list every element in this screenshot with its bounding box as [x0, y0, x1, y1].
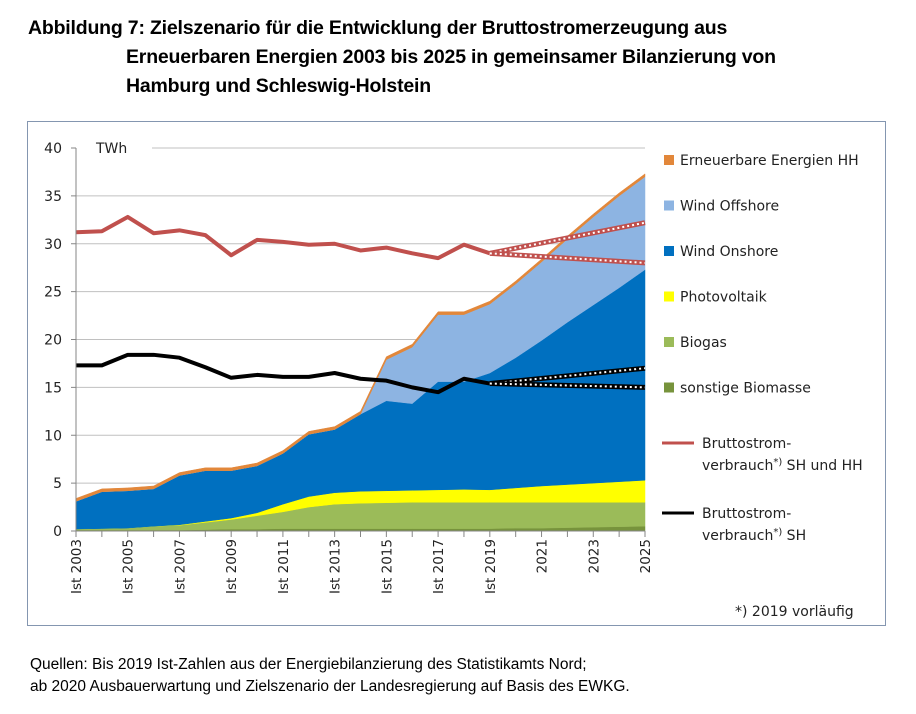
x-tick-label: Ist 2007	[172, 539, 188, 594]
footnote: *) 2019 vorläufig	[735, 604, 854, 620]
legend-label: sonstige Biomasse	[680, 381, 811, 397]
line-consumption-sh	[76, 352, 491, 395]
source-note: Quellen: Bis 2019 Ist-Zahlen aus der Ene…	[30, 654, 630, 698]
projection-dash-consumption-sh-hh-upper	[489, 221, 646, 255]
y-unit-label: TWh	[95, 141, 127, 157]
legend-line-label-2: verbrauch*) SH und HH	[702, 457, 863, 474]
y-tick-label: 20	[44, 333, 62, 349]
legend-swatch	[664, 382, 674, 393]
legend-label: Wind Onshore	[680, 244, 778, 260]
x-tick-label: Ist 2011	[276, 539, 292, 594]
projection-dash-consumption-sh-lower	[489, 382, 646, 389]
y-tick-label: 15	[44, 380, 62, 396]
x-tick-label: Ist 2019	[483, 539, 499, 594]
legend-line-label-1: Bruttostrom-	[702, 436, 791, 452]
source-line-2: ab 2020 Ausbauerwartung und Zielszenario…	[30, 678, 630, 695]
consumption-lines	[75, 214, 646, 395]
title-line-2: Erneuerbaren Energien 2003 bis 2025 in g…	[126, 46, 776, 68]
y-tick-label: 25	[44, 285, 62, 301]
y-tick-label: 35	[44, 189, 62, 205]
figure-title: Abbildung 7: Zielszenario für die Entwic…	[28, 14, 776, 101]
legend-swatch	[664, 337, 674, 347]
stacked-areas	[75, 173, 646, 532]
line-consumption-sh-hh	[75, 214, 491, 261]
y-tick-label: 5	[53, 476, 62, 492]
source-line-1: Quellen: Bis 2019 Ist-Zahlen aus der Ene…	[30, 656, 587, 673]
legend-swatch	[664, 246, 674, 256]
y-tick-label: 10	[44, 428, 62, 444]
x-tick-label: 2021	[535, 539, 551, 573]
legend-swatch	[664, 291, 674, 302]
legend-label: Erneuerbare Energien HH	[680, 153, 859, 169]
x-tick-label: Ist 2005	[121, 539, 137, 594]
legend-swatch	[664, 155, 674, 165]
x-tick-label: Ist 2013	[328, 539, 344, 594]
legend-line-label-2: verbrauch*) SH	[702, 527, 806, 544]
x-tick-label: 2023	[586, 539, 602, 573]
legend-line-label-1: Bruttostrom-	[702, 506, 791, 522]
area-erneuerbare-energien-hh	[75, 173, 646, 502]
x-tick-label: Ist 2015	[379, 539, 395, 594]
legend: Erneuerbare Energien HH Wind Offshore Wind…	[662, 153, 863, 544]
legend-label: Photovoltaik	[680, 290, 768, 306]
legend-label: Wind Offshore	[680, 199, 779, 215]
legend-swatch	[664, 200, 674, 211]
projection-dash-consumption-sh-hh-lower	[489, 252, 646, 264]
x-tick-label: Ist 2003	[69, 539, 85, 594]
x-tick-label: Ist 2009	[224, 539, 240, 594]
y-tick-label: 30	[44, 237, 62, 253]
y-tick-label: 40	[44, 141, 62, 157]
x-tick-label: Ist 2017	[431, 539, 447, 594]
x-tick-label: 2025	[638, 539, 654, 573]
legend-label: Biogas	[680, 335, 727, 351]
projection-dash-consumption-sh-upper	[489, 367, 646, 385]
title-line-3: Hamburg und Schleswig-Holstein	[126, 75, 431, 97]
y-tick-label: 0	[53, 524, 62, 540]
title-line-1: Abbildung 7: Zielszenario für die Entwic…	[28, 17, 728, 39]
